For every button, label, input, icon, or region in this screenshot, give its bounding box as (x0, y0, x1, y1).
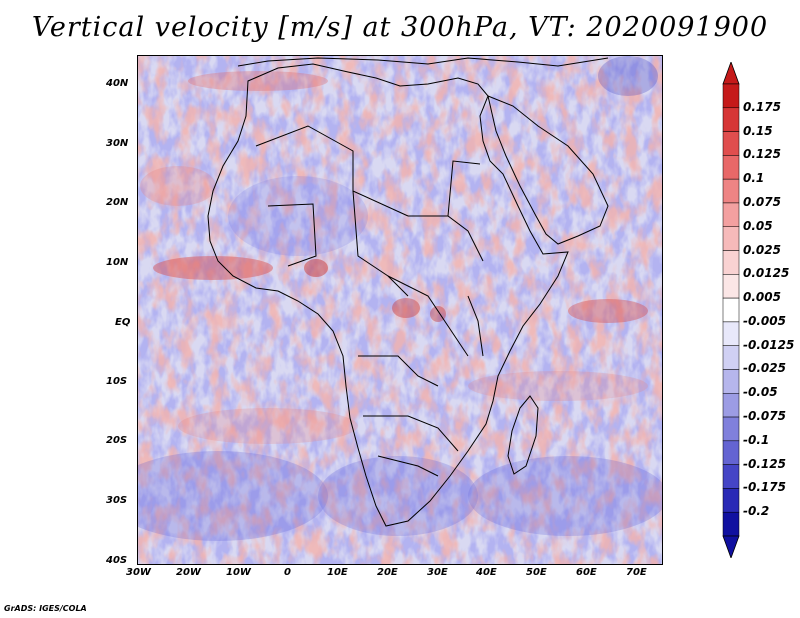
colorbar-segment (722, 250, 740, 275)
colorbar-segment (722, 274, 740, 299)
lat-label: 30S (106, 495, 128, 506)
chart-title: Vertical velocity [m/s] at 300hPa, VT: 2… (31, 12, 769, 43)
lat-label: 40N (106, 78, 129, 89)
colorbar-segment (722, 464, 740, 489)
colorbar-label: 0.0125 (743, 266, 790, 281)
colorbar-top-arrow (722, 62, 740, 85)
colorbar-label: -0.025 (743, 361, 786, 376)
colorbar-segment (722, 321, 740, 346)
colorbar-label: 0.175 (743, 99, 781, 114)
lat-label: 10S (106, 376, 128, 387)
colorbar-label: -0.05 (743, 385, 778, 400)
colorbar (722, 62, 740, 558)
colorbar-label: -0.0125 (743, 337, 795, 352)
grads-credit: GrADS: IGES/COLA (4, 604, 87, 613)
lat-label: 20N (106, 197, 129, 208)
colorbar-segment (722, 488, 740, 513)
lon-label: 50E (526, 567, 547, 578)
colorbar-label: -0.175 (743, 480, 786, 495)
map-plot-area (137, 55, 663, 565)
colorbar-segment (722, 416, 740, 442)
lon-label: 70E (626, 567, 647, 578)
colorbar-label: -0.075 (743, 409, 786, 424)
colorbar-label: 0.15 (743, 123, 773, 138)
colorbar-segment (722, 393, 740, 418)
colorbar-segment (722, 345, 740, 370)
lat-label: 10N (106, 257, 129, 268)
colorbar-label: 0.05 (743, 218, 773, 233)
colorbar-segment (722, 131, 740, 156)
colorbar-label: 0.1 (743, 171, 765, 186)
lon-label: 30E (427, 567, 448, 578)
lon-label: 10E (327, 567, 348, 578)
lon-label: 0 (284, 567, 291, 578)
lat-label: 40S (106, 555, 128, 566)
lon-label: 30W (126, 567, 151, 578)
lon-label: 60E (576, 567, 597, 578)
colorbar-label: 0.125 (743, 147, 781, 162)
colorbar-label: -0.2 (743, 504, 770, 519)
colorbar-segment (722, 155, 740, 180)
colorbar-segment (722, 178, 740, 204)
colorbar-segment (722, 202, 740, 227)
colorbar-segment (722, 107, 740, 132)
convection-zones (140, 71, 648, 444)
lat-label: EQ (115, 317, 131, 328)
colorbar-label: -0.005 (743, 313, 786, 328)
lon-label: 20W (176, 567, 201, 578)
lon-label: 10W (226, 567, 251, 578)
colorbar-label: 0.005 (743, 290, 781, 305)
lat-label: 20S (106, 435, 128, 446)
colorbar-label: 0.075 (743, 194, 781, 209)
colorbar-label: 0.025 (743, 242, 781, 257)
vertical-velocity-field (138, 56, 662, 564)
colorbar-segment (722, 440, 740, 465)
lon-label: 40E (476, 567, 497, 578)
lat-label: 30N (106, 138, 129, 149)
colorbar-segment (722, 511, 740, 537)
colorbar-segment (722, 369, 740, 394)
colorbar-label: -0.125 (743, 456, 786, 471)
colorbar-segment (722, 226, 740, 251)
lon-label: 20E (377, 567, 398, 578)
colorbar-bottom-arrow (722, 535, 740, 558)
colorbar-label: -0.1 (743, 432, 770, 447)
colorbar-segment (722, 297, 740, 323)
coastlines-and-borders (207, 57, 609, 527)
colorbar-segment (722, 83, 740, 109)
